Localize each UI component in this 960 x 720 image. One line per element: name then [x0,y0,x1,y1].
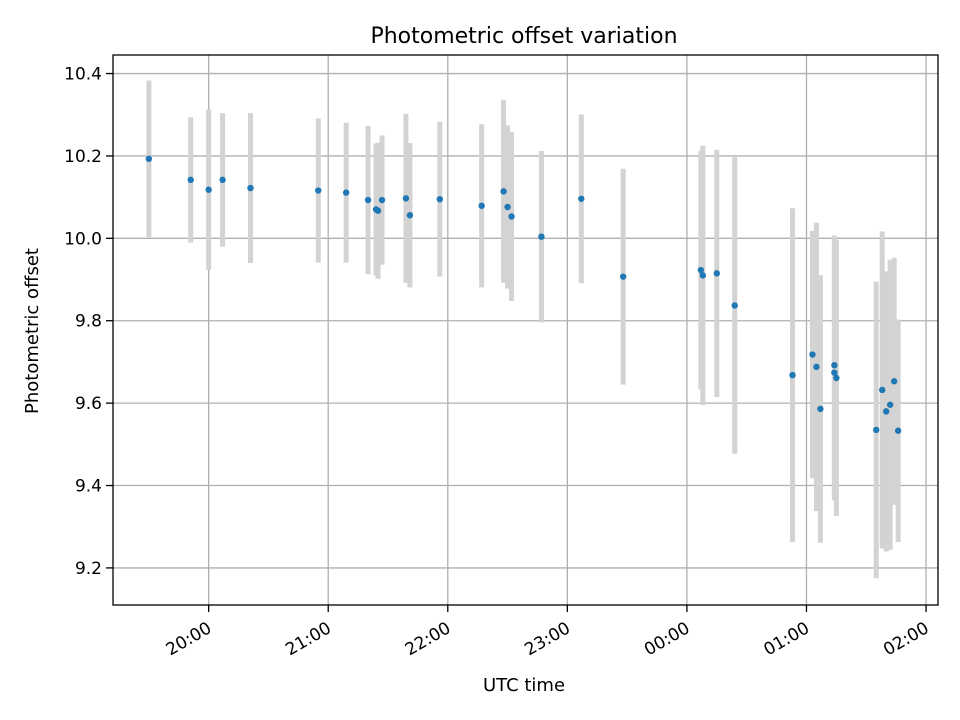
y-axis-label: Photometric offset [22,248,43,414]
x-tick-label: 21:00 [282,618,334,660]
data-point [789,371,796,379]
data-point [315,187,322,194]
data-point [508,213,515,220]
data-point [406,212,414,219]
x-axis-label: UTC time [483,675,565,696]
y-tick-label: 10.2 [64,147,102,167]
x-tick-label: 23:00 [521,618,573,660]
data-point [831,369,838,376]
data-point [378,196,386,204]
y-tick-label: 9.8 [75,312,102,332]
data-point [873,426,880,434]
data-point [619,273,627,280]
data-point [538,233,545,240]
data-point [205,186,212,193]
x-tick-label: 20:00 [163,618,215,660]
data-point [187,176,194,184]
data-point [809,351,816,358]
data-point [436,195,444,203]
data-point [831,362,838,369]
data-point [504,203,511,211]
data-point [813,363,820,371]
y-tick-label: 10.0 [64,229,102,249]
data-point [364,196,372,204]
chart-title: Photometric offset variation [370,24,677,49]
x-tick-label: 22:00 [402,618,454,660]
data-point [578,195,585,202]
data-point [500,188,507,195]
y-tick-label: 9.6 [75,394,102,414]
data-point [882,408,890,415]
plot-area-frame [112,54,939,606]
data-point [247,184,254,192]
x-tick-label: 00:00 [641,618,693,660]
data-point [879,386,886,394]
data-point [817,405,824,413]
data-point [697,266,705,274]
y-tick-label: 9.4 [75,477,102,497]
data-point [342,189,350,196]
data-point [731,302,738,309]
x-axis-ticks: 20:00 21:00 22:00 23:00 00:00 01:00 02:00 [163,605,933,660]
data-point [713,270,721,277]
data-point [219,176,226,184]
data-points [145,155,902,434]
data-point [833,374,840,382]
data-point [145,155,153,163]
data-point [478,202,485,209]
data-point [374,207,382,214]
y-tick-label: 10.4 [64,65,102,85]
y-axis-ticks: 9.2 9.4 9.6 9.8 10.0 10.2 10.4 [64,65,113,579]
data-point [886,401,894,408]
error-bars [146,80,901,579]
x-tick-label: 02:00 [880,618,932,660]
data-point [402,195,410,202]
data-point [699,272,707,279]
x-tick-label: 01:00 [761,618,813,660]
data-point [890,378,898,385]
y-tick-label: 9.2 [75,559,102,579]
data-point [894,427,902,434]
